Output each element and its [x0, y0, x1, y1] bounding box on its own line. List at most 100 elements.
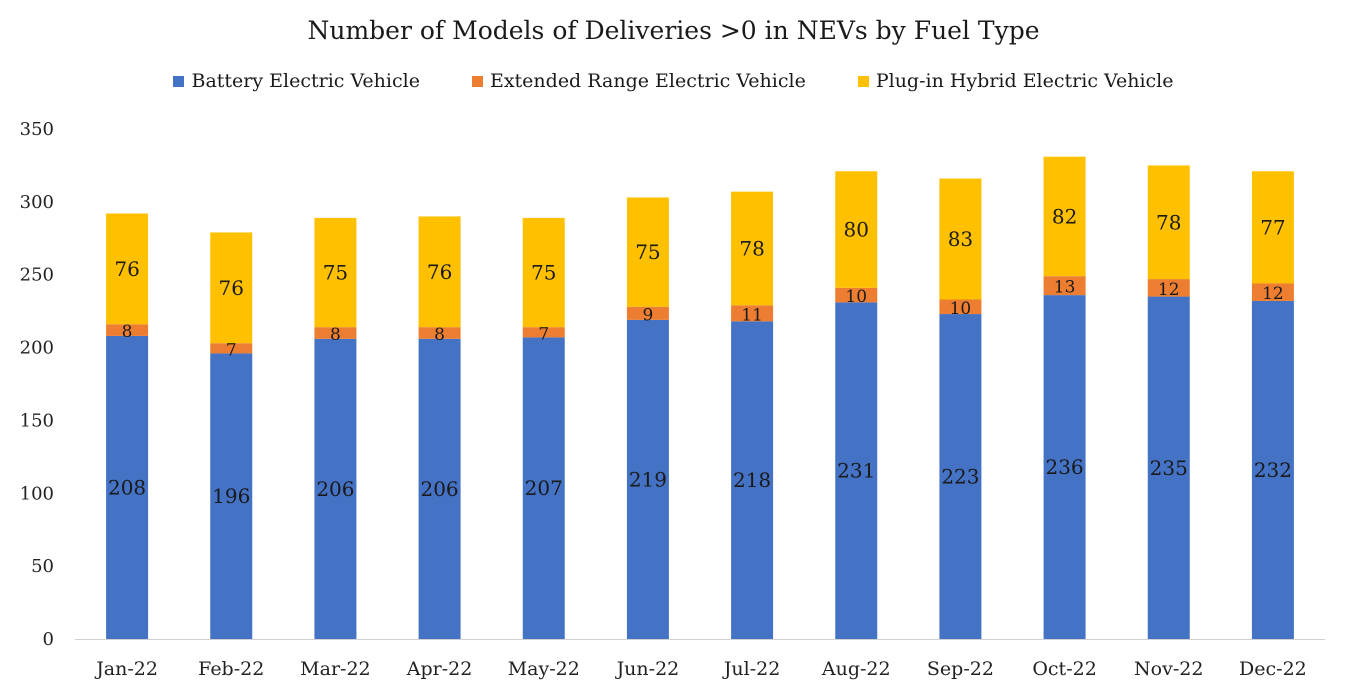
x-tick-label-jan-22: Jan-22 [94, 658, 158, 680]
data-label-plug-in-hybrid-may-22: 75 [531, 261, 556, 285]
data-label-plug-in-hybrid-sep-22: 83 [948, 227, 973, 251]
bar-battery-electric-may-22 [522, 337, 565, 639]
bar-plug-in-hybrid-oct-22 [1043, 156, 1086, 277]
y-tick-label-350: 350 [20, 119, 54, 140]
y-tick-label-50: 50 [31, 556, 54, 577]
legend-swatch-battery-electric [173, 75, 185, 87]
y-tick-label-100: 100 [20, 483, 54, 504]
data-label-extended-range-jun-22: 9 [643, 305, 654, 325]
bar-plug-in-hybrid-may-22 [522, 217, 565, 328]
legend-label-plug-in-hybrid: Plug-in Hybrid Electric Vehicle [875, 70, 1174, 92]
x-tick-label-oct-22: Oct-22 [1032, 658, 1096, 680]
data-label-extended-range-aug-22: 10 [845, 287, 867, 307]
data-label-plug-in-hybrid-dec-22: 77 [1260, 215, 1285, 239]
data-label-plug-in-hybrid-aug-22: 80 [844, 218, 869, 242]
bar-battery-electric-feb-22 [210, 353, 253, 639]
data-label-extended-range-apr-22: 8 [434, 325, 445, 345]
bar-battery-electric-jun-22 [626, 319, 669, 639]
bar-battery-electric-nov-22 [1147, 296, 1190, 639]
bar-extended-range-apr-22 [418, 327, 461, 339]
data-label-extended-range-jan-22: 8 [122, 322, 133, 342]
bar-extended-range-aug-22 [835, 287, 878, 303]
legend-swatch-plug-in-hybrid [857, 75, 869, 87]
data-label-battery-electric-may-22: 207 [525, 476, 563, 500]
bar-plug-in-hybrid-nov-22 [1147, 165, 1190, 280]
bar-battery-electric-sep-22 [939, 314, 982, 639]
y-tick-label-150: 150 [20, 410, 54, 431]
legend-swatch-extended-range [471, 75, 483, 87]
data-label-battery-electric-oct-22: 236 [1045, 455, 1083, 479]
data-label-extended-range-mar-22: 8 [330, 325, 341, 345]
data-label-battery-electric-mar-22: 206 [316, 477, 354, 501]
data-label-extended-range-nov-22: 12 [1158, 280, 1180, 300]
data-label-battery-electric-jul-22: 218 [733, 468, 771, 492]
bar-extended-range-dec-22 [1251, 283, 1294, 301]
x-tick-label-mar-22: Mar-22 [300, 658, 370, 680]
data-label-battery-electric-aug-22: 231 [837, 459, 875, 483]
data-label-battery-electric-nov-22: 235 [1150, 456, 1188, 480]
bar-battery-electric-oct-22 [1043, 295, 1086, 639]
data-label-plug-in-hybrid-jan-22: 76 [114, 257, 139, 281]
bar-plug-in-hybrid-jun-22 [626, 197, 669, 307]
bar-plug-in-hybrid-dec-22 [1251, 171, 1294, 284]
legend: Battery Electric Vehicle Extended Range … [0, 70, 1347, 92]
bar-plug-in-hybrid-aug-22 [835, 171, 878, 288]
y-tick-label-0: 0 [43, 629, 54, 650]
chart-title: Number of Models of Deliveries >0 in NEV… [307, 16, 1040, 45]
data-label-extended-range-jul-22: 11 [741, 305, 763, 325]
bar-extended-range-mar-22 [314, 327, 357, 339]
bar-extended-range-jan-22 [106, 324, 149, 336]
bar-battery-electric-apr-22 [418, 338, 461, 639]
y-tick-label-300: 300 [20, 192, 54, 213]
y-tick-label-250: 250 [20, 265, 54, 286]
data-label-plug-in-hybrid-jul-22: 78 [739, 236, 764, 260]
y-tick-label-200: 200 [20, 338, 54, 359]
data-label-plug-in-hybrid-mar-22: 75 [323, 261, 348, 285]
x-tick-label-jul-22: Jul-22 [722, 658, 781, 680]
bar-extended-range-jul-22 [731, 305, 774, 322]
data-label-plug-in-hybrid-nov-22: 78 [1156, 210, 1181, 234]
data-label-plug-in-hybrid-jun-22: 75 [635, 240, 660, 264]
x-tick-label-aug-22: Aug-22 [821, 658, 891, 680]
x-tick-label-apr-22: Apr-22 [406, 658, 473, 680]
bar-extended-range-jun-22 [626, 306, 669, 320]
bar-battery-electric-jan-22 [106, 335, 149, 639]
x-tick-label-sep-22: Sep-22 [927, 658, 994, 680]
x-tick-label-jun-22: Jun-22 [615, 658, 680, 680]
bar-extended-range-sep-22 [939, 299, 982, 315]
bar-extended-range-may-22 [522, 327, 565, 338]
data-label-extended-range-feb-22: 7 [226, 340, 237, 360]
x-tick-label-may-22: May-22 [508, 658, 580, 680]
legend-label-battery-electric: Battery Electric Vehicle [191, 70, 420, 92]
legend-item-battery-electric: Battery Electric Vehicle [173, 70, 420, 92]
bar-plug-in-hybrid-jan-22 [106, 213, 149, 325]
bar-plug-in-hybrid-jul-22 [731, 191, 774, 306]
data-label-extended-range-dec-22: 12 [1262, 284, 1284, 304]
data-label-battery-electric-feb-22: 196 [212, 484, 250, 508]
bar-extended-range-oct-22 [1043, 276, 1086, 296]
x-tick-label-dec-22: Dec-22 [1239, 658, 1307, 680]
data-label-battery-electric-jan-22: 208 [108, 475, 146, 499]
bar-battery-electric-mar-22 [314, 338, 357, 639]
bar-battery-electric-jul-22 [731, 321, 774, 639]
bar-plug-in-hybrid-feb-22 [210, 232, 253, 344]
data-label-battery-electric-sep-22: 223 [941, 465, 979, 489]
data-label-extended-range-oct-22: 13 [1054, 278, 1076, 298]
bar-plug-in-hybrid-mar-22 [314, 217, 357, 328]
legend-item-plug-in-hybrid: Plug-in Hybrid Electric Vehicle [857, 70, 1174, 92]
legend-label-extended-range: Extended Range Electric Vehicle [489, 70, 806, 92]
x-tick-label-nov-22: Nov-22 [1134, 658, 1203, 680]
data-label-plug-in-hybrid-feb-22: 76 [219, 276, 244, 300]
bar-extended-range-feb-22 [210, 343, 253, 354]
data-label-extended-range-sep-22: 10 [950, 299, 972, 319]
bar-extended-range-nov-22 [1147, 279, 1190, 297]
data-label-plug-in-hybrid-oct-22: 82 [1052, 204, 1077, 228]
legend-item-extended-range: Extended Range Electric Vehicle [471, 70, 806, 92]
data-label-battery-electric-jun-22: 219 [629, 467, 667, 491]
data-label-plug-in-hybrid-apr-22: 76 [427, 260, 452, 284]
data-label-extended-range-may-22: 7 [538, 324, 549, 344]
data-label-battery-electric-dec-22: 232 [1254, 458, 1292, 482]
x-tick-label-feb-22: Feb-22 [198, 658, 264, 680]
data-label-battery-electric-apr-22: 206 [420, 477, 458, 501]
